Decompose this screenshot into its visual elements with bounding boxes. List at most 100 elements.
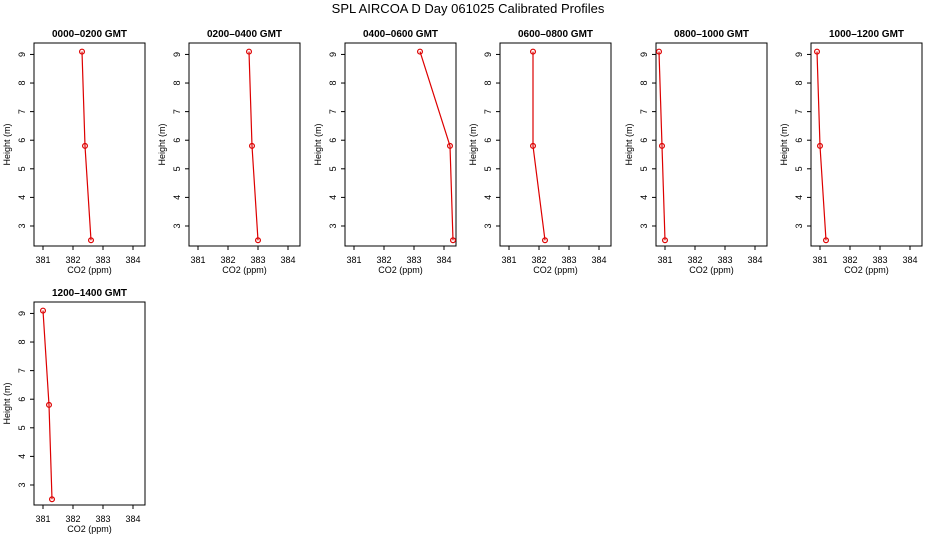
data-point — [816, 142, 823, 149]
panel-4: 0600–0800 GMT 381 382 383 384 3 4 5 6 7 8 9 CO2 (ppm… — [468, 29, 612, 275]
y-tick-label: 5 — [794, 166, 804, 171]
series-line — [816, 51, 827, 241]
x-axis-label: CO2 (ppm) — [67, 524, 112, 534]
data-point — [45, 401, 52, 408]
y-tick-label: 8 — [328, 81, 338, 86]
data-point — [48, 496, 55, 503]
y-tick-label: 7 — [17, 109, 27, 114]
y-tick-label: 3 — [483, 223, 493, 228]
data-point — [39, 307, 46, 314]
x-tick-label: 382 — [376, 255, 391, 265]
panel-title: 0400–0600 GMT — [363, 29, 438, 40]
x-tick-label: 384 — [591, 255, 606, 265]
x-tick-label: 381 — [35, 514, 50, 524]
plot-frame — [344, 42, 457, 247]
x-axis-label: CO2 (ppm) — [378, 265, 423, 275]
data-point — [81, 142, 88, 149]
y-tick-label: 5 — [328, 166, 338, 171]
x-tick-label: 384 — [747, 255, 762, 265]
series-line — [532, 51, 546, 241]
x-tick-label: 382 — [65, 514, 80, 524]
x-tick-label: 382 — [220, 255, 235, 265]
x-tick-label: 382 — [65, 255, 80, 265]
x-tick-label: 382 — [687, 255, 702, 265]
data-point — [87, 237, 94, 244]
x-axis-label: CO2 (ppm) — [844, 265, 889, 275]
y-axis-label: Height (m) — [468, 123, 478, 165]
y-axis-label: Height (m) — [779, 123, 789, 165]
data-point — [661, 237, 668, 244]
panel-7: 1200–1400 GMT 381 382 383 384 3 4 5 6 7 8 9 CO2 (ppm… — [2, 288, 146, 534]
x-tick-label: 383 — [872, 255, 887, 265]
y-tick-label: 7 — [328, 109, 338, 114]
data-point — [529, 142, 536, 149]
data-point — [255, 237, 262, 244]
data-point — [658, 142, 665, 149]
y-tick-label: 4 — [483, 195, 493, 200]
y-tick-label: 6 — [328, 138, 338, 143]
panel-title: 1200–1400 GMT — [52, 288, 127, 299]
x-axis-label: CO2 (ppm) — [689, 265, 734, 275]
y-axis-label: Height (m) — [2, 123, 12, 165]
data-point — [450, 237, 457, 244]
y-tick-label: 8 — [639, 81, 649, 86]
y-tick-label: 8 — [17, 340, 27, 345]
page-title: SPL AIRCOA D Day 061025 Calibrated Profi… — [331, 1, 605, 16]
x-tick-label: 381 — [346, 255, 361, 265]
y-tick-label: 3 — [794, 223, 804, 228]
y-tick-label: 6 — [172, 138, 182, 143]
y-tick-label: 8 — [794, 81, 804, 86]
x-tick-label: 384 — [436, 255, 451, 265]
y-axis-label: Height (m) — [157, 123, 167, 165]
series-line — [419, 51, 454, 241]
x-axis-label: CO2 (ppm) — [222, 265, 267, 275]
x-tick-label: 383 — [95, 514, 110, 524]
y-tick-label: 3 — [17, 482, 27, 487]
y-tick-label: 9 — [17, 52, 27, 57]
y-tick-label: 7 — [483, 109, 493, 114]
panel-1: 0000–0200 GMT 381 382 383 384 3 4 5 6 7 8 9 CO2 (ppm… — [2, 29, 146, 275]
x-tick-label: 383 — [406, 255, 421, 265]
data-point — [541, 237, 548, 244]
data-point — [78, 48, 85, 55]
y-tick-label: 7 — [639, 109, 649, 114]
x-axis-label: CO2 (ppm) — [533, 265, 578, 275]
plot-frame — [499, 42, 612, 247]
x-tick-label: 383 — [717, 255, 732, 265]
y-tick-label: 8 — [483, 81, 493, 86]
series-line — [658, 51, 666, 241]
y-tick-label: 5 — [483, 166, 493, 171]
y-tick-label: 4 — [17, 195, 27, 200]
series-line — [81, 51, 92, 241]
y-tick-label: 5 — [17, 425, 27, 430]
panel-title: 1000–1200 GMT — [829, 29, 904, 40]
data-point — [822, 237, 829, 244]
panel-title: 0800–1000 GMT — [674, 29, 749, 40]
y-tick-label: 4 — [172, 195, 182, 200]
x-tick-label: 381 — [190, 255, 205, 265]
y-tick-label: 4 — [328, 195, 338, 200]
y-tick-label: 6 — [483, 138, 493, 143]
y-axis-label: Height (m) — [2, 382, 12, 424]
y-tick-label: 3 — [328, 223, 338, 228]
y-tick-label: 6 — [17, 138, 27, 143]
y-tick-label: 4 — [794, 195, 804, 200]
panel-2: 0200–0400 GMT 381 382 383 384 3 4 5 6 7 8 9 CO2 (ppm… — [157, 29, 301, 275]
y-tick-label: 4 — [639, 195, 649, 200]
y-tick-label: 5 — [172, 166, 182, 171]
y-tick-label: 7 — [17, 368, 27, 373]
y-tick-label: 7 — [172, 109, 182, 114]
panel-title: 0600–0800 GMT — [518, 29, 593, 40]
data-point — [246, 48, 253, 55]
y-tick-label: 6 — [794, 138, 804, 143]
y-tick-label: 3 — [172, 223, 182, 228]
panel-5: 0800–1000 GMT 381 382 383 384 3 4 5 6 7 8 9 CO2 (ppm… — [624, 29, 768, 275]
y-tick-label: 8 — [17, 81, 27, 86]
y-tick-label: 6 — [17, 397, 27, 402]
y-axis-label: Height (m) — [624, 123, 634, 165]
x-tick-label: 381 — [501, 255, 516, 265]
plot-frame — [188, 42, 301, 247]
y-axis-label: Height (m) — [313, 123, 323, 165]
x-tick-label: 384 — [280, 255, 295, 265]
